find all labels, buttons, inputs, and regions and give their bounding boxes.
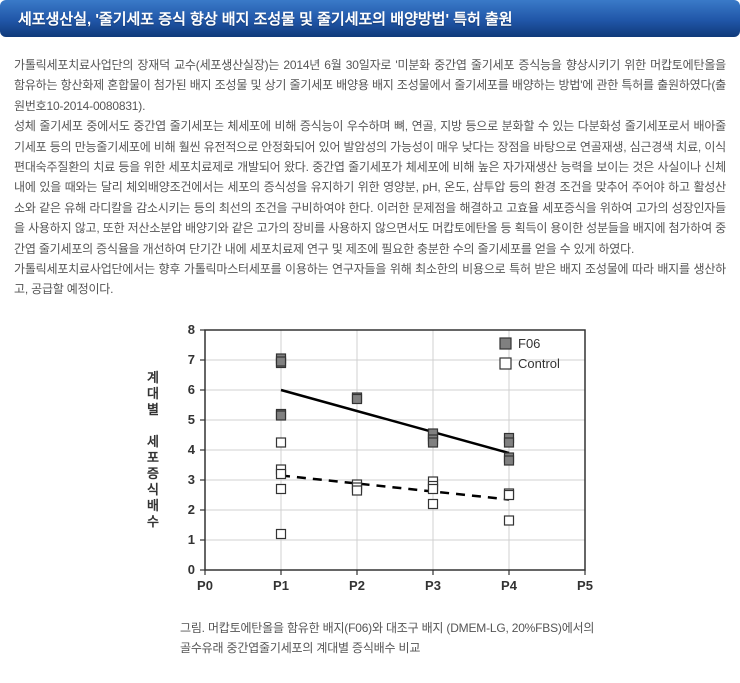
paragraph-2: 성체 줄기세포 중에서도 중간엽 줄기세포는 체세포에 비해 증식능이 우수하며… bbox=[14, 116, 726, 259]
svg-text:4: 4 bbox=[188, 442, 196, 457]
page-title-bar: 세포생산실, '줄기세포 증식 향상 배지 조성물 및 줄기세포의 배양방법' … bbox=[0, 0, 740, 37]
svg-text:P3: P3 bbox=[425, 578, 441, 593]
svg-text:6: 6 bbox=[188, 382, 195, 397]
svg-text:8: 8 bbox=[188, 322, 195, 337]
chart-container: 0 1 2 3 4 5 6 7 8 P0 P1 P2 P3 P4 P5 계대별 세포증식배수 F06 Contro… bbox=[0, 320, 740, 610]
svg-text:식: 식 bbox=[147, 482, 159, 497]
svg-text:세: 세 bbox=[147, 434, 159, 449]
svg-text:1: 1 bbox=[188, 532, 195, 547]
caption-line-2: 골수유래 중간엽줄기세포의 계대별 증식배수 비교 bbox=[180, 641, 420, 655]
svg-text:7: 7 bbox=[188, 352, 195, 367]
figure-caption: 그림. 머캅토에탄올을 함유한 배지(F06)와 대조구 배지 (DMEM-LG… bbox=[0, 618, 740, 659]
paragraph-3: 가톨릭세포치료사업단에서는 향후 가톨릭마스터세포를 이용하는 연구자들을 위해… bbox=[14, 259, 726, 300]
svg-text:포: 포 bbox=[147, 450, 159, 465]
svg-text:P0: P0 bbox=[197, 578, 213, 593]
svg-text:대: 대 bbox=[147, 386, 159, 401]
paragraph-1: 가톨릭세포치료사업단의 장재덕 교수(세포생산실장)는 2014년 6월 30일… bbox=[14, 55, 726, 116]
page-title: 세포생산실, '줄기세포 증식 향상 배지 조성물 및 줄기세포의 배양방법' … bbox=[18, 11, 513, 28]
svg-text:P5: P5 bbox=[577, 578, 593, 593]
svg-text:수: 수 bbox=[147, 514, 159, 529]
svg-text:2: 2 bbox=[188, 502, 195, 517]
proliferation-chart: 0 1 2 3 4 5 6 7 8 P0 P1 P2 P3 P4 P5 계대별 세포증식배수 F06 Contro… bbox=[135, 320, 605, 610]
svg-text:3: 3 bbox=[188, 472, 195, 487]
caption-line-1: 그림. 머캅토에탄올을 함유한 배지(F06)와 대조구 배지 (DMEM-LG… bbox=[180, 621, 594, 635]
svg-text:Control: Control bbox=[518, 356, 560, 371]
svg-text:P2: P2 bbox=[349, 578, 365, 593]
article-body: 가톨릭세포치료사업단의 장재덕 교수(세포생산실장)는 2014년 6월 30일… bbox=[0, 55, 740, 310]
svg-text:별: 별 bbox=[147, 402, 159, 417]
svg-text:F06: F06 bbox=[518, 336, 540, 351]
svg-text:계: 계 bbox=[147, 370, 159, 385]
svg-text:P1: P1 bbox=[273, 578, 289, 593]
svg-text:배: 배 bbox=[147, 498, 159, 513]
svg-text:증: 증 bbox=[147, 466, 159, 481]
svg-text:0: 0 bbox=[188, 562, 195, 577]
svg-text:5: 5 bbox=[188, 412, 195, 427]
svg-text:P4: P4 bbox=[501, 578, 518, 593]
